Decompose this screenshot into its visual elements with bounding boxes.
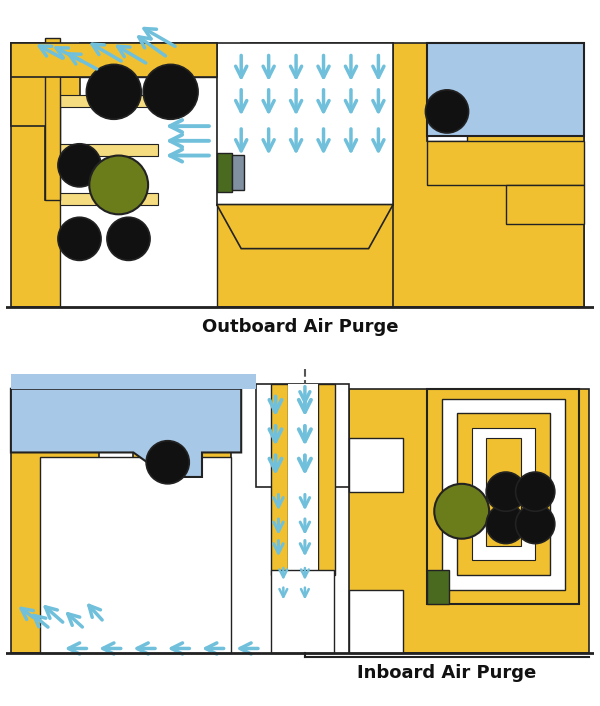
Circle shape <box>89 155 148 215</box>
Bar <box>349 590 403 653</box>
Bar <box>427 43 584 136</box>
Circle shape <box>58 217 101 261</box>
Bar <box>472 428 535 561</box>
Bar <box>11 43 217 77</box>
Bar <box>232 155 244 190</box>
Polygon shape <box>11 374 256 389</box>
Bar <box>288 384 317 575</box>
Bar <box>317 384 335 575</box>
Circle shape <box>425 90 469 133</box>
Circle shape <box>434 484 489 539</box>
Polygon shape <box>11 389 241 477</box>
Polygon shape <box>11 43 584 307</box>
Bar <box>60 77 217 307</box>
Circle shape <box>146 441 189 484</box>
Circle shape <box>515 504 555 544</box>
Text: Inboard Air Purge: Inboard Air Purge <box>358 664 536 682</box>
Text: Outboard Air Purge: Outboard Air Purge <box>202 318 398 336</box>
Circle shape <box>515 472 555 511</box>
Bar <box>45 38 60 200</box>
Circle shape <box>107 217 150 261</box>
Circle shape <box>486 504 526 544</box>
Polygon shape <box>393 43 584 307</box>
Circle shape <box>143 64 198 119</box>
Bar <box>486 438 521 546</box>
Bar <box>427 570 449 604</box>
Bar <box>256 384 349 486</box>
Polygon shape <box>349 389 589 653</box>
Bar <box>60 95 158 107</box>
Bar <box>457 413 550 575</box>
Bar <box>60 193 158 205</box>
Bar <box>427 140 584 185</box>
Polygon shape <box>217 205 393 249</box>
Circle shape <box>486 472 526 511</box>
Circle shape <box>86 64 141 119</box>
Bar <box>40 457 232 653</box>
Bar <box>217 43 393 205</box>
Circle shape <box>58 144 101 187</box>
Bar <box>271 570 334 653</box>
Bar <box>427 389 580 604</box>
Bar <box>217 152 232 192</box>
Polygon shape <box>11 43 79 200</box>
Bar <box>349 438 403 491</box>
Bar <box>506 185 584 224</box>
Polygon shape <box>11 453 232 653</box>
Bar <box>442 399 565 590</box>
Bar <box>60 144 158 155</box>
Bar <box>427 53 467 140</box>
Bar <box>271 384 288 575</box>
